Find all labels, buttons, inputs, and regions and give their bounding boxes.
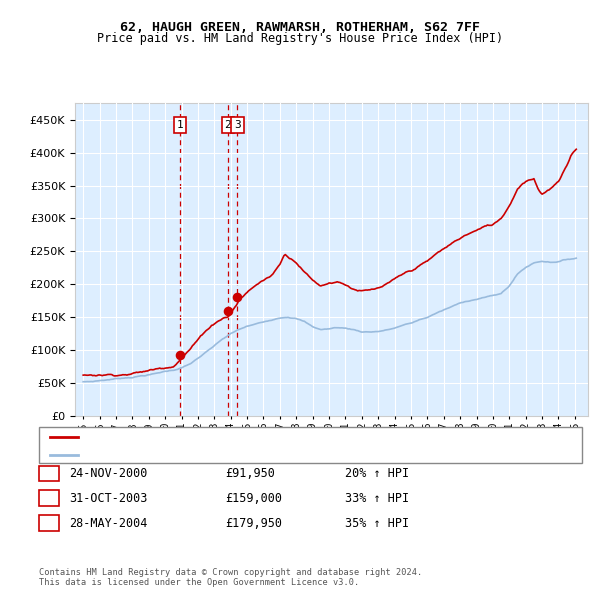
Point — [223, 307, 233, 316]
Text: Contains HM Land Registry data © Crown copyright and database right 2024.: Contains HM Land Registry data © Crown c… — [39, 568, 422, 577]
Text: 24-NOV-2000: 24-NOV-2000 — [69, 467, 148, 480]
Text: Price paid vs. HM Land Registry's House Price Index (HPI): Price paid vs. HM Land Registry's House … — [97, 32, 503, 45]
Text: 20% ↑ HPI: 20% ↑ HPI — [345, 467, 409, 480]
Text: 1: 1 — [46, 467, 53, 480]
Text: HPI: Average price, detached house, Rotherham: HPI: Average price, detached house, Roth… — [82, 450, 352, 460]
Text: 62, HAUGH GREEN, RAWMARSH, ROTHERHAM, S62 7FF: 62, HAUGH GREEN, RAWMARSH, ROTHERHAM, S6… — [120, 21, 480, 34]
Point — [175, 350, 185, 360]
Text: 35% ↑ HPI: 35% ↑ HPI — [345, 517, 409, 530]
Text: £91,950: £91,950 — [225, 467, 275, 480]
Text: This data is licensed under the Open Government Licence v3.0.: This data is licensed under the Open Gov… — [39, 578, 359, 587]
Text: 33% ↑ HPI: 33% ↑ HPI — [345, 492, 409, 505]
Text: 2: 2 — [224, 120, 231, 130]
Text: 1: 1 — [176, 120, 183, 130]
Point — [233, 293, 242, 302]
Text: 3: 3 — [234, 120, 241, 130]
Text: 31-OCT-2003: 31-OCT-2003 — [69, 492, 148, 505]
Text: 62, HAUGH GREEN, RAWMARSH, ROTHERHAM, S62 7FF (detached house): 62, HAUGH GREEN, RAWMARSH, ROTHERHAM, S6… — [82, 432, 454, 442]
Text: 2: 2 — [46, 492, 53, 505]
Text: £159,000: £159,000 — [225, 492, 282, 505]
Text: £179,950: £179,950 — [225, 517, 282, 530]
Text: 3: 3 — [46, 517, 53, 530]
Text: 28-MAY-2004: 28-MAY-2004 — [69, 517, 148, 530]
